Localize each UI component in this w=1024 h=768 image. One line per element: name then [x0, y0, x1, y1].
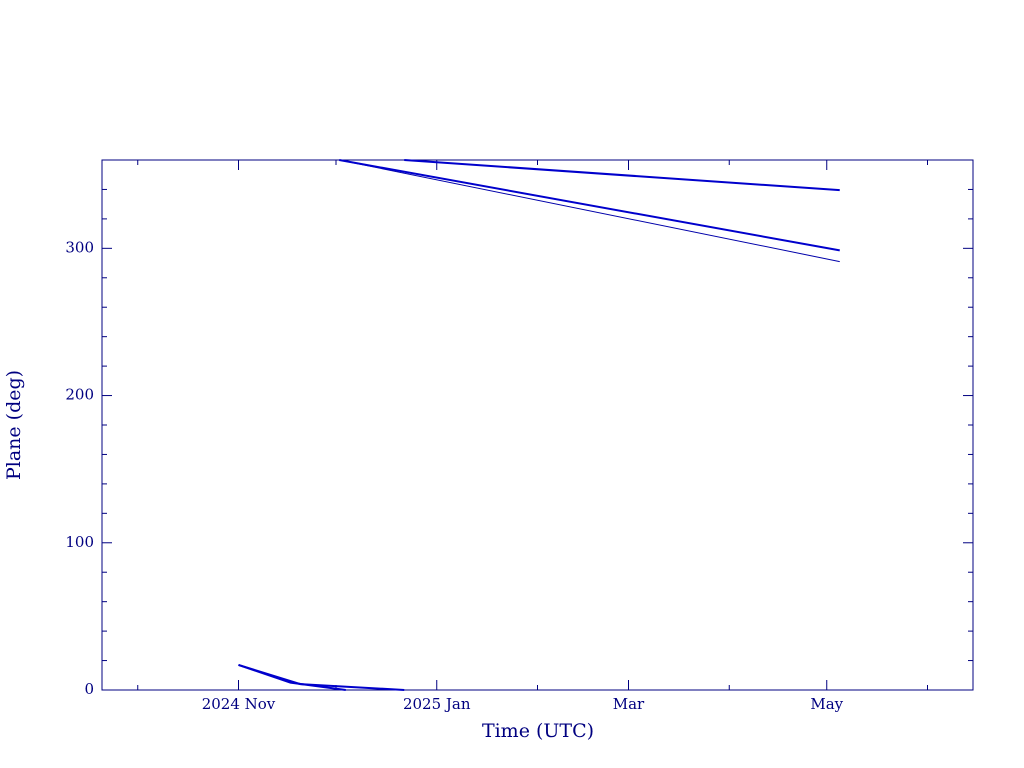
data-line [238, 159, 840, 691]
plot-frame [101, 159, 974, 691]
x-tick-label: 2024 Nov [202, 695, 276, 713]
y-tick-label: 100 [65, 533, 94, 551]
y-tick-label: 300 [65, 238, 94, 256]
x-tick-label: May [810, 695, 843, 713]
x-tick-label: 2025 Jan [403, 695, 471, 713]
y-axis-label: Plane (deg) [3, 370, 25, 480]
y-tick-label: 200 [65, 386, 94, 404]
data-line [238, 159, 840, 691]
x-axis-label: Time (UTC) [482, 720, 594, 742]
data-line [238, 159, 840, 691]
x-tick-label: Mar [613, 695, 645, 713]
y-tick-label: 0 [84, 680, 94, 698]
